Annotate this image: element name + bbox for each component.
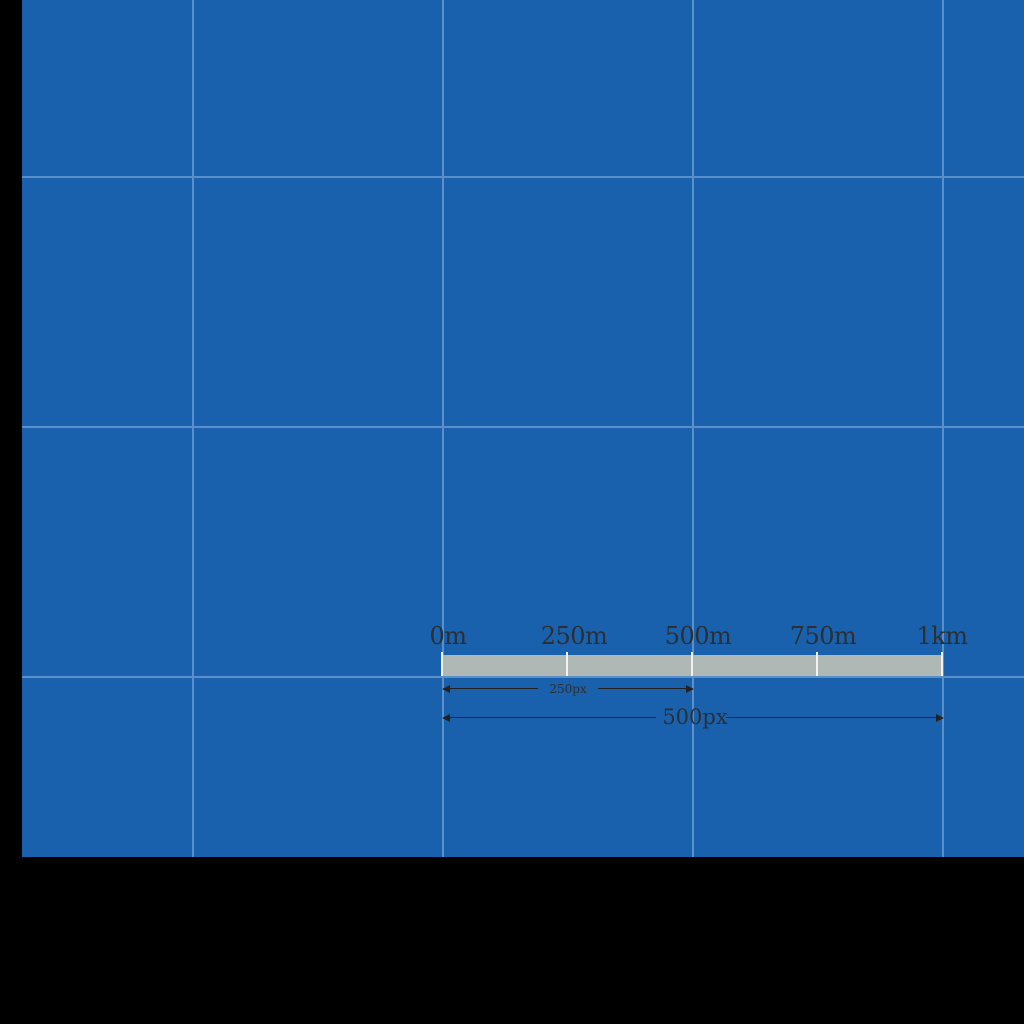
grid-line-horizontal xyxy=(22,176,1024,178)
grid-line-horizontal xyxy=(22,426,1024,428)
grid-line-vertical xyxy=(192,0,194,857)
scale-label-500m: 500m xyxy=(664,622,732,650)
grid-line-vertical xyxy=(442,0,444,857)
arrow-right-icon xyxy=(686,685,694,693)
scale-label-1km: 1km xyxy=(916,622,968,650)
scale-tick xyxy=(941,652,943,676)
grid-line-horizontal xyxy=(22,676,1024,678)
map-view[interactable]: 0m 250m 500m 750m 1km 250px 500px xyxy=(22,0,1024,857)
scale-bar xyxy=(441,652,943,676)
dimension-label-small: 250px xyxy=(549,682,587,696)
arrow-left-icon xyxy=(442,714,450,722)
dimension-label-large: 500px xyxy=(662,705,728,729)
scale-tick xyxy=(691,652,693,676)
grid-line-vertical xyxy=(942,0,944,857)
scale-tick xyxy=(816,652,818,676)
arrow-left-icon xyxy=(442,685,450,693)
dimension-line xyxy=(448,717,656,718)
scale-tick xyxy=(441,652,443,676)
arrow-right-icon xyxy=(936,714,944,722)
dimension-line xyxy=(598,688,686,689)
dimension-line xyxy=(448,688,538,689)
grid-line-vertical xyxy=(692,0,694,857)
dimension-line xyxy=(726,717,936,718)
scale-tick xyxy=(566,652,568,676)
scale-label-750m: 750m xyxy=(789,622,857,650)
scale-label-0m: 0m xyxy=(429,622,467,650)
scale-label-250m: 250m xyxy=(540,622,608,650)
